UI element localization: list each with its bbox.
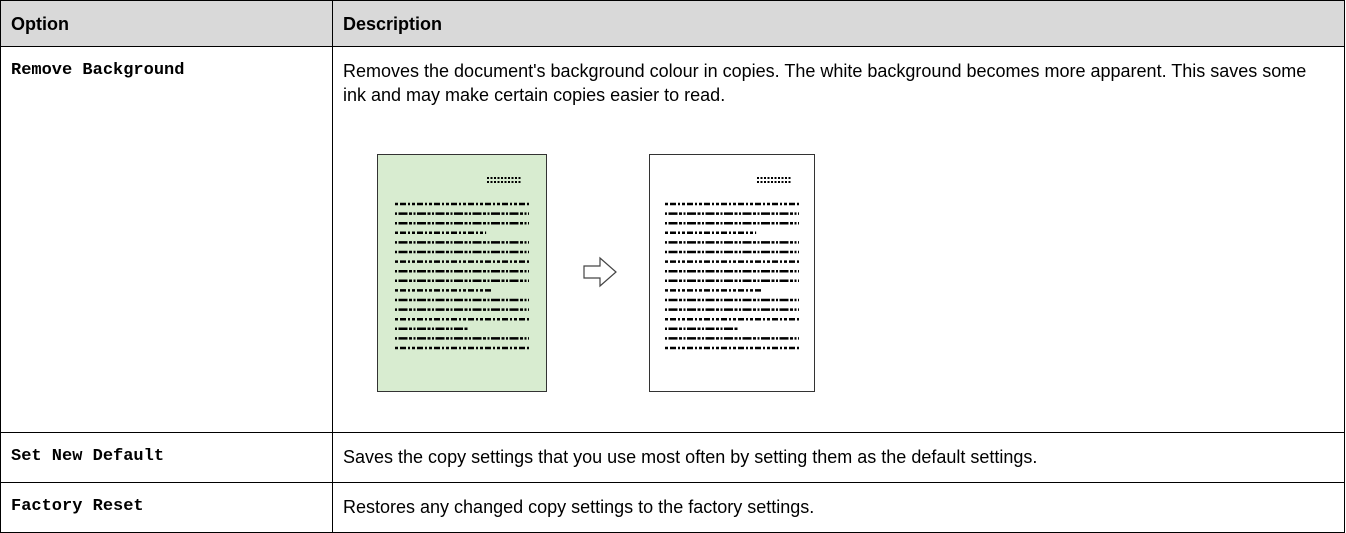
illustration — [377, 154, 815, 392]
white-page — [649, 154, 815, 392]
option-cell: Remove Background — [0, 46, 333, 433]
table-row: Factory Reset Restores any changed copy … — [0, 482, 1345, 533]
description-cell: Removes the document's background colour… — [332, 46, 1345, 433]
arrow — [583, 256, 617, 288]
description-text: Removes the document's background colour… — [343, 61, 1307, 105]
option-cell: Set New Default — [0, 432, 333, 483]
table-row: Remove Background Removes the document's… — [0, 46, 1345, 433]
header-cell: Description — [332, 0, 1345, 47]
header-row: Option Description — [0, 0, 1345, 47]
table-row: Set New Default Saves the copy settings … — [0, 432, 1345, 483]
green-page — [377, 154, 547, 392]
description-cell: Saves the copy settings that you use mos… — [332, 432, 1345, 483]
option-cell: Factory Reset — [0, 482, 333, 533]
description-cell: Restores any changed copy settings to th… — [332, 482, 1345, 533]
header-cell: Option — [0, 0, 333, 47]
